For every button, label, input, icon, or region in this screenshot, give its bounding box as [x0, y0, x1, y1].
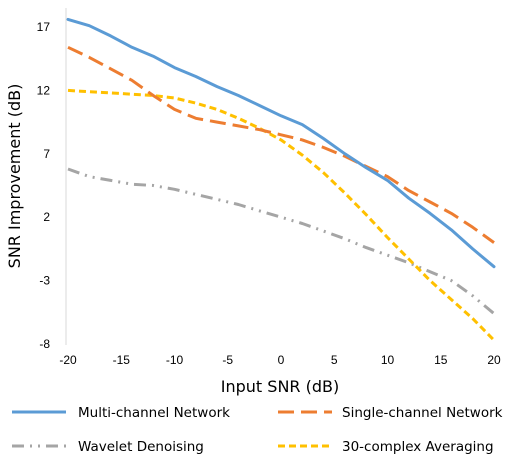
- legend: Multi-channel Network Single-channel Netw…: [12, 405, 503, 455]
- x-tick-label: -20: [59, 353, 77, 367]
- legend-label: Single-channel Network: [342, 405, 503, 421]
- y-axis-title: SNR Improvement (dB): [5, 84, 24, 269]
- legend-label: Wavelet Denoising: [78, 439, 204, 455]
- x-tick-label: -10: [166, 353, 184, 367]
- y-tick-label: 2: [43, 210, 50, 224]
- x-tick-label: -15: [113, 353, 131, 367]
- x-tick-labels: -20 -15 -10 -5 0 5 10 15 20: [59, 353, 501, 367]
- x-tick-label: 10: [381, 353, 395, 367]
- x-axis-title: Input SNR (dB): [221, 377, 339, 396]
- y-tick-label: -3: [39, 274, 50, 288]
- y-tick-labels: 17 12 7 2 -3 -8: [37, 20, 51, 351]
- y-tick-label: 12: [37, 83, 51, 97]
- legend-label: 30-complex Averaging: [342, 439, 494, 455]
- legend-label: Multi-channel Network: [78, 405, 230, 421]
- x-tick-label: 20: [487, 353, 501, 367]
- x-tick-label: 0: [278, 353, 285, 367]
- y-tick-label: 7: [43, 147, 50, 161]
- series-line-3: [67, 167, 495, 315]
- series-lines: [66, 17, 496, 342]
- y-tick-label: -8: [39, 337, 50, 351]
- x-tick-label: -5: [222, 353, 233, 367]
- series-line-1: [66, 17, 496, 269]
- series-line-4: [67, 88, 496, 342]
- x-tick-label: 5: [331, 353, 338, 367]
- series-line-2: [67, 45, 495, 244]
- x-tick-label: 15: [434, 353, 448, 367]
- y-tick-label: 17: [37, 20, 51, 34]
